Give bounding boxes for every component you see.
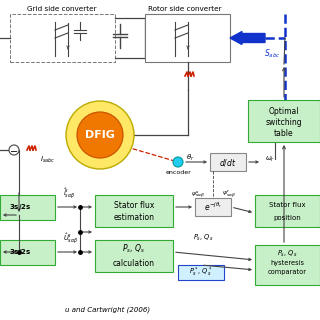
Text: u and Cartwright (2006): u and Cartwright (2006) bbox=[65, 307, 150, 313]
Bar bbox=[255, 245, 320, 285]
Bar bbox=[145, 14, 230, 62]
Bar bbox=[10, 14, 115, 62]
Text: encoder: encoder bbox=[165, 170, 191, 174]
Text: $P_s$, $Q_s$: $P_s$, $Q_s$ bbox=[193, 233, 213, 243]
Text: $e^{-j\theta_r}$: $e^{-j\theta_r}$ bbox=[204, 201, 222, 213]
Text: position: position bbox=[273, 215, 301, 221]
Text: Optimal: Optimal bbox=[269, 107, 299, 116]
Circle shape bbox=[9, 145, 19, 155]
Text: estimation: estimation bbox=[114, 213, 155, 222]
Bar bbox=[0, 240, 55, 265]
Text: $d/dt$: $d/dt$ bbox=[219, 156, 237, 167]
Text: switching: switching bbox=[266, 117, 302, 126]
Bar bbox=[255, 195, 320, 227]
Bar bbox=[95, 195, 173, 227]
Text: $I_{sabc}$: $I_{sabc}$ bbox=[40, 155, 56, 165]
Circle shape bbox=[77, 112, 123, 158]
Text: $-$: $-$ bbox=[9, 145, 19, 155]
Circle shape bbox=[66, 101, 134, 169]
Text: $\mathbf{3s/2s}$: $\mathbf{3s/2s}$ bbox=[9, 202, 31, 212]
Text: Stator flux: Stator flux bbox=[114, 201, 154, 210]
Text: $\hat{i}^s_{s\alpha\beta}$: $\hat{i}^s_{s\alpha\beta}$ bbox=[63, 187, 75, 201]
Bar bbox=[95, 240, 173, 272]
Text: table: table bbox=[274, 129, 294, 138]
Bar bbox=[248, 100, 320, 142]
Text: Rotor side converter: Rotor side converter bbox=[148, 6, 222, 12]
Bar bbox=[210, 153, 246, 171]
Text: $\psi^r_{s\alpha\beta}$: $\psi^r_{s\alpha\beta}$ bbox=[222, 188, 236, 200]
Text: $P^*_s$, $Q^*_s$: $P^*_s$, $Q^*_s$ bbox=[189, 265, 213, 279]
Text: comparator: comparator bbox=[268, 269, 307, 275]
Text: $\omega_r$: $\omega_r$ bbox=[265, 155, 275, 164]
Bar bbox=[178, 265, 224, 280]
Text: hysteresis: hysteresis bbox=[270, 260, 304, 266]
Text: $S_{abc}$: $S_{abc}$ bbox=[264, 48, 280, 60]
Text: $\mathbf{3s/2s}$: $\mathbf{3s/2s}$ bbox=[9, 247, 31, 257]
Text: DFIG: DFIG bbox=[85, 130, 115, 140]
Text: $P_s$, $Q_s$: $P_s$, $Q_s$ bbox=[277, 249, 297, 259]
Text: Grid side converter: Grid side converter bbox=[27, 6, 97, 12]
Text: Stator flux: Stator flux bbox=[269, 202, 305, 208]
Text: $P_s$, $Q_s$: $P_s$, $Q_s$ bbox=[123, 243, 146, 255]
Text: $\theta_r$: $\theta_r$ bbox=[186, 153, 194, 163]
Circle shape bbox=[173, 157, 183, 167]
FancyArrow shape bbox=[230, 31, 265, 44]
Bar bbox=[195, 198, 231, 216]
Bar bbox=[0, 195, 55, 220]
Text: $\psi^s_{s\alpha\beta}$: $\psi^s_{s\alpha\beta}$ bbox=[191, 188, 205, 199]
Text: $\hat{U}^s_{s\alpha\beta}$: $\hat{U}^s_{s\alpha\beta}$ bbox=[63, 232, 78, 246]
Text: calculation: calculation bbox=[113, 259, 155, 268]
